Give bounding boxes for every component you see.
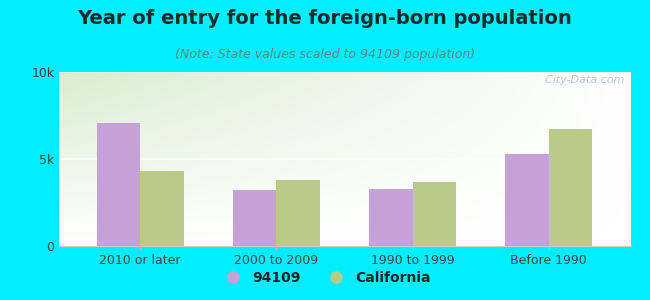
Bar xyxy=(549,129,592,246)
Bar xyxy=(413,182,456,246)
Bar xyxy=(505,154,549,246)
Text: City-Data.com: City-Data.com xyxy=(538,76,625,85)
Bar xyxy=(369,189,413,246)
Bar xyxy=(97,123,140,246)
Text: (Note: State values scaled to 94109 population): (Note: State values scaled to 94109 popu… xyxy=(175,48,475,61)
Text: Year of entry for the foreign-born population: Year of entry for the foreign-born popul… xyxy=(77,9,573,28)
Bar xyxy=(276,180,320,246)
Bar xyxy=(233,190,276,246)
Legend: 94109, California: 94109, California xyxy=(214,265,436,290)
Bar xyxy=(140,171,184,246)
